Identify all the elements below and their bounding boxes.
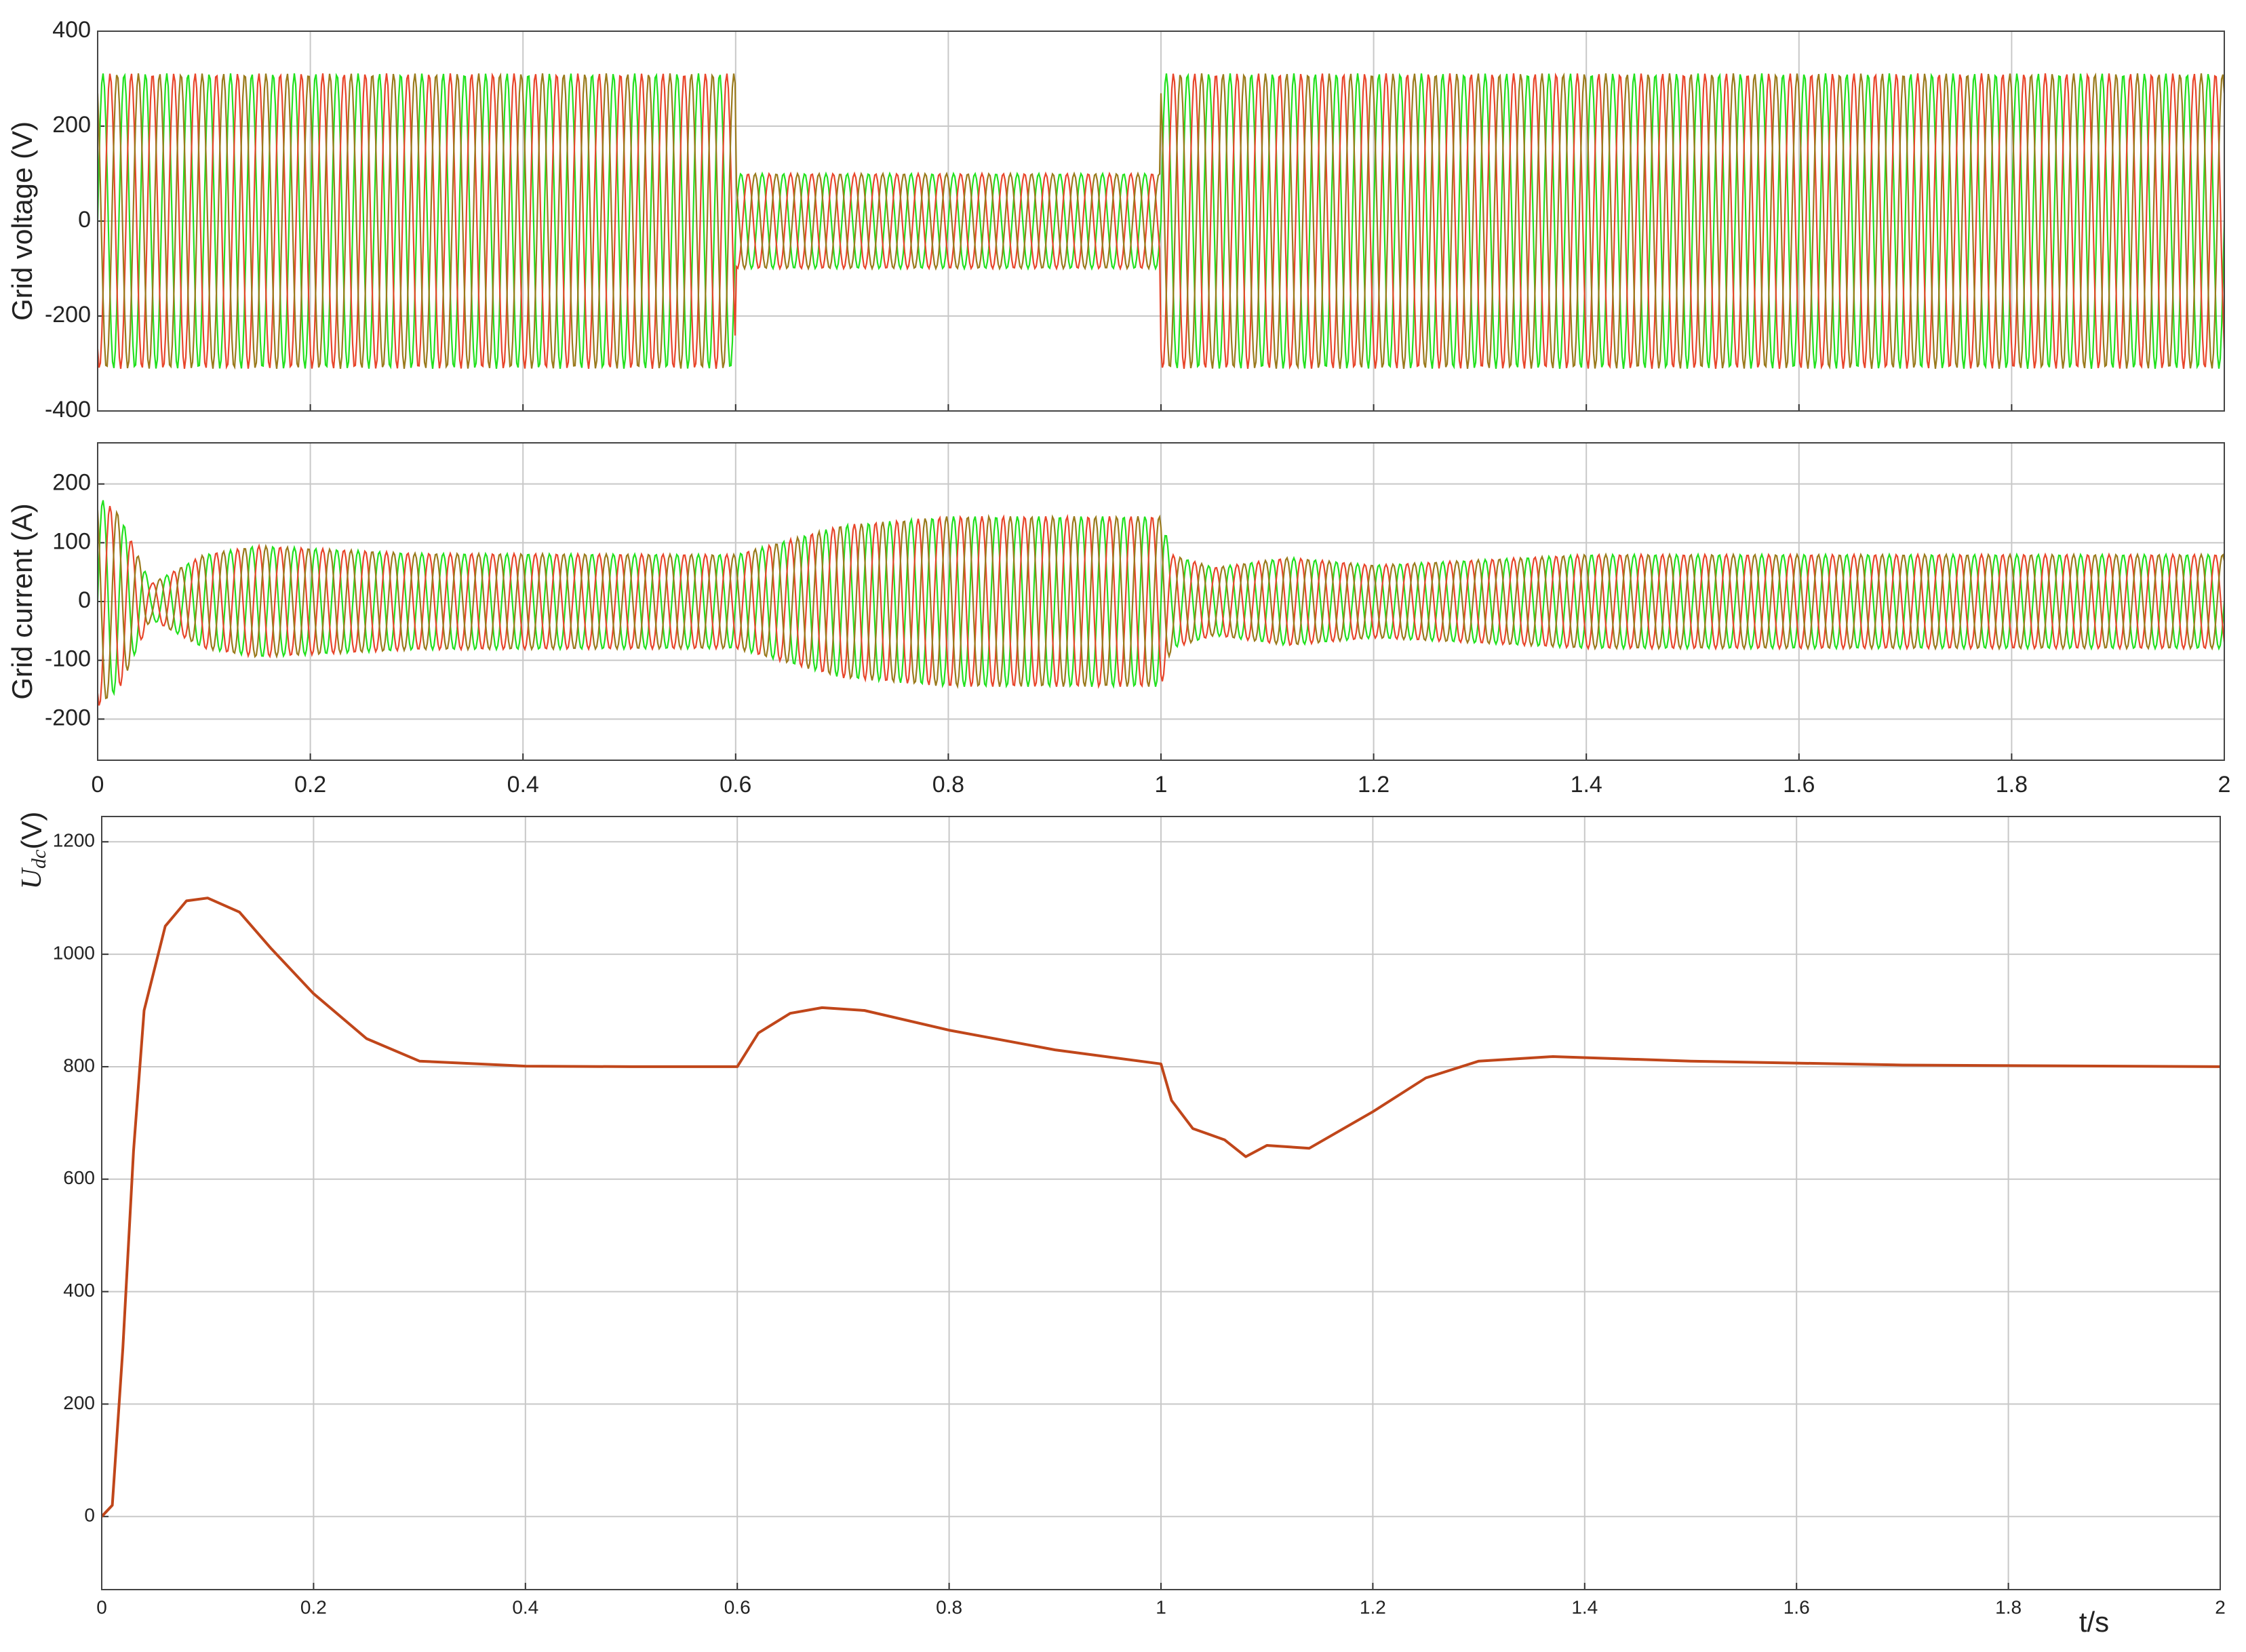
y-tick-label: -200 bbox=[45, 302, 91, 328]
waveform-line bbox=[98, 73, 2224, 370]
x-tick-label: 1.8 bbox=[1996, 772, 2028, 798]
waveform-line bbox=[98, 500, 2224, 696]
y-tick-label: 400 bbox=[63, 1280, 95, 1301]
y-tick-label: 800 bbox=[63, 1055, 95, 1076]
x-tick-label: 0.8 bbox=[936, 1596, 962, 1617]
x-tick-label: 1.8 bbox=[1995, 1596, 2022, 1617]
x-tick-label: 0.2 bbox=[300, 1596, 327, 1617]
waveform-line bbox=[98, 72, 2224, 370]
y-tick-label: 400 bbox=[52, 17, 91, 43]
x-tick-label: 2 bbox=[2215, 1596, 2226, 1617]
x-tick-label: 0.2 bbox=[294, 772, 326, 798]
x-tick-label: 1.4 bbox=[1571, 772, 1602, 798]
x-tick-label: 1.6 bbox=[1783, 772, 1815, 798]
x-tick-label: 0.8 bbox=[932, 772, 964, 798]
plot-frame bbox=[97, 442, 2225, 761]
y-tick-label: -100 bbox=[45, 646, 91, 672]
x-tick-label: 0 bbox=[96, 1596, 107, 1617]
y-tick-label: -400 bbox=[45, 397, 91, 422]
x-tick-label: 0.6 bbox=[724, 1596, 751, 1617]
waveform-line bbox=[98, 505, 2224, 706]
y-tick-label: 200 bbox=[52, 470, 91, 496]
y-tick-label: 1200 bbox=[53, 830, 95, 851]
x-axis-label: t/s bbox=[2079, 1606, 2109, 1638]
x-tick-label: 0.4 bbox=[512, 1596, 538, 1617]
x-tick-label: 0.4 bbox=[507, 772, 539, 798]
waveform-line bbox=[98, 72, 2224, 370]
x-tick-label: 1.6 bbox=[1784, 1596, 1810, 1617]
x-tick-label: 1.2 bbox=[1360, 1596, 1386, 1617]
y-tick-label: 0 bbox=[84, 1505, 95, 1526]
y-tick-label: 200 bbox=[63, 1392, 95, 1413]
y-axis-label: Grid current (A) bbox=[6, 503, 38, 699]
y-axis-label: Grid voltage (V) bbox=[6, 121, 38, 321]
y-label-sub: dc bbox=[28, 850, 50, 869]
y-tick-label: 0 bbox=[78, 207, 91, 233]
x-tick-label: 0 bbox=[92, 772, 104, 798]
y-axis-label: Udc(V) bbox=[16, 812, 50, 890]
x-tick-label: 1 bbox=[1155, 772, 1168, 798]
y-label-unit: (V) bbox=[16, 812, 47, 850]
y-tick-label: 600 bbox=[63, 1167, 95, 1188]
x-tick-label: 1 bbox=[1156, 1596, 1166, 1617]
waveform-line bbox=[98, 509, 2224, 700]
x-tick-label: 2 bbox=[2218, 772, 2231, 798]
line bbox=[102, 897, 2220, 1518]
y-tick-label: 100 bbox=[52, 528, 91, 554]
y-tick-label: -200 bbox=[45, 705, 91, 730]
y-tick-label: 0 bbox=[78, 587, 91, 613]
y-label-main: U bbox=[16, 867, 47, 889]
x-tick-label: 1.2 bbox=[1358, 772, 1390, 798]
x-tick-label: 1.4 bbox=[1571, 1596, 1598, 1617]
plot-frame bbox=[97, 31, 2225, 412]
y-tick-label: 200 bbox=[52, 112, 91, 138]
plot-frame bbox=[101, 816, 2221, 1590]
y-tick-label: 1000 bbox=[53, 943, 95, 964]
x-tick-label: 0.6 bbox=[720, 772, 751, 798]
